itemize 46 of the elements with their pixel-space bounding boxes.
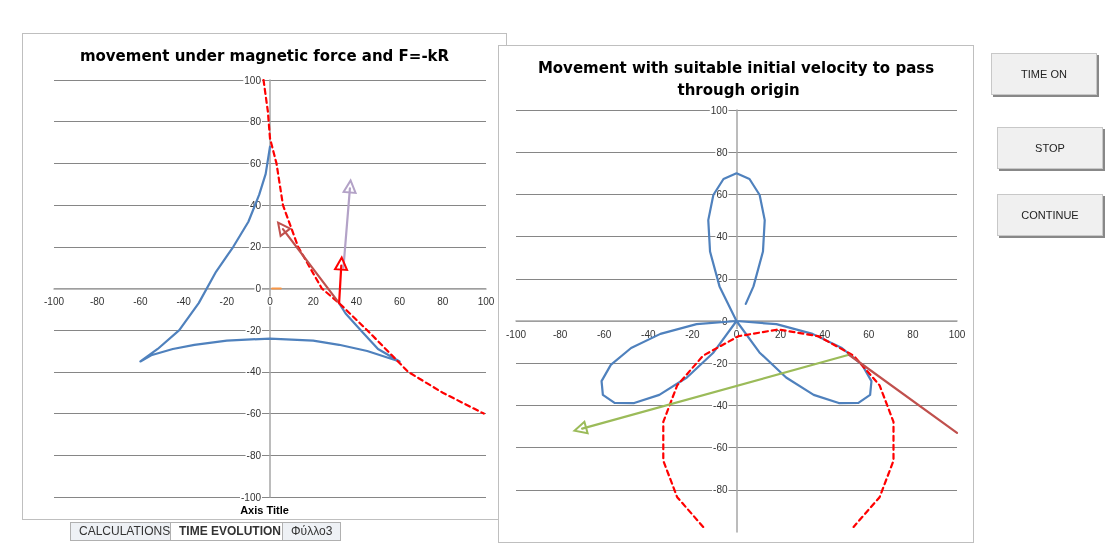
text: TIME EVOLUTION (170, 522, 290, 541)
y-tick-label: 20 (249, 241, 262, 253)
text: Φύλλο3 (282, 522, 342, 541)
y-tick-label: -60 (713, 442, 728, 454)
y-tick-label: 80 (249, 116, 262, 128)
y-tick-label: 0 (255, 283, 262, 294)
x-tick-label: -100 (43, 296, 65, 307)
x-tick-label: 80 (907, 328, 919, 340)
x-tick-label: 60 (863, 328, 875, 340)
x-tick-label: -20 (219, 296, 235, 307)
x-tick-label: -80 (89, 296, 105, 307)
y-tick-label: -100 (240, 491, 262, 503)
text: TIME ON (991, 53, 1097, 95)
y-tick-label: -80 (246, 449, 262, 461)
chart-title: Movement with suitable initial velocity to pass through origin (537, 59, 935, 99)
y-tick-label: 60 (716, 188, 728, 200)
y-tick-label: -20 (713, 357, 728, 369)
y-tick-label: -80 (713, 484, 728, 496)
y-tick-label: 100 (244, 74, 262, 86)
x-tick-label: -20 (685, 328, 701, 340)
x-tick-label: -100 (505, 328, 527, 340)
x-axis-title: Axis Title (240, 503, 289, 516)
y-tick-label: 40 (716, 231, 728, 243)
x-tick-label: 100 (948, 328, 966, 340)
x-tick-label: 40 (819, 328, 831, 340)
chart-title: movement under magnetic force and F=-kR (79, 47, 450, 65)
y-tick-label: 80 (716, 146, 728, 158)
y-tick-label: -40 (713, 399, 728, 411)
line-series (662, 328, 895, 529)
y-tick-label: 100 (710, 104, 728, 116)
text: CONTINUE (997, 194, 1103, 236)
x-tick-label: 100 (477, 296, 495, 307)
y-tick-label: -60 (246, 408, 262, 420)
x-tick-label: -40 (176, 296, 192, 307)
x-tick-label: 40 (350, 296, 363, 307)
x-tick-label: 20 (307, 296, 320, 307)
text: CALCULATIONS (70, 522, 180, 541)
x-tick-label: -60 (133, 296, 149, 307)
text: STOP (997, 127, 1103, 169)
y-tick-label: 60 (249, 157, 262, 169)
x-tick-label: 60 (394, 296, 406, 307)
x-tick-label: -60 (596, 328, 612, 340)
x-tick-label: -80 (552, 328, 568, 340)
x-tick-label: 80 (437, 296, 449, 307)
y-tick-label: -40 (246, 366, 262, 378)
x-tick-label: 0 (267, 296, 274, 307)
